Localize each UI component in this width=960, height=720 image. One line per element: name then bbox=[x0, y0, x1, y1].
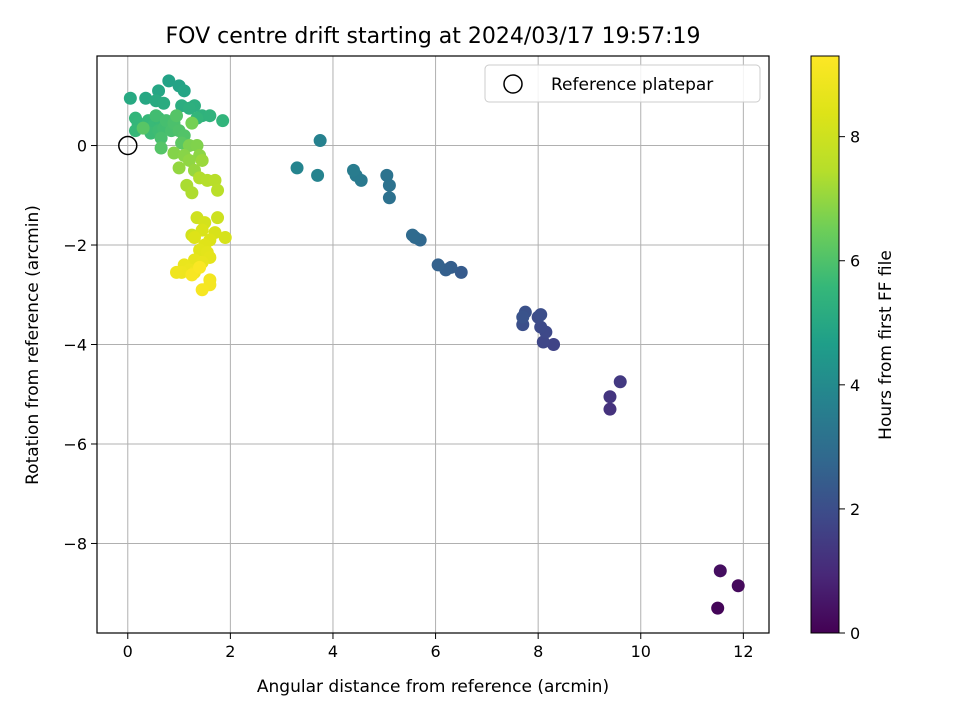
y-tick-label: −6 bbox=[63, 435, 87, 454]
y-tick-label: 0 bbox=[77, 137, 87, 156]
data-point bbox=[534, 320, 548, 334]
data-point bbox=[167, 146, 181, 160]
data-point bbox=[613, 375, 627, 389]
colorbar-tick-label: 2 bbox=[850, 500, 860, 519]
data-point bbox=[211, 211, 225, 225]
data-point bbox=[216, 114, 230, 128]
colorbar: 0 2 4 6 8 Hours from first FF file bbox=[810, 55, 896, 643]
data-point bbox=[534, 308, 548, 322]
data-point bbox=[382, 191, 396, 205]
data-point bbox=[182, 153, 196, 167]
chart-title: FOV centre drift starting at 2024/03/17 … bbox=[166, 24, 701, 49]
y-tick-label: −2 bbox=[63, 236, 87, 255]
data-point bbox=[203, 109, 217, 123]
data-point bbox=[177, 84, 191, 98]
colorbar-gradient bbox=[810, 55, 840, 634]
data-point bbox=[154, 141, 168, 155]
data-point bbox=[182, 101, 196, 115]
data-point bbox=[380, 168, 394, 182]
y-tick-label: −4 bbox=[63, 336, 87, 355]
x-tick-label: 12 bbox=[733, 642, 753, 661]
data-point bbox=[731, 579, 745, 593]
x-tick-label: 2 bbox=[225, 642, 235, 661]
colorbar-label: Hours from first FF file bbox=[876, 250, 896, 440]
data-point bbox=[603, 390, 617, 404]
colorbar-ticks: 0 2 4 6 8 bbox=[839, 128, 860, 643]
data-points bbox=[123, 74, 745, 615]
y-tick-label: −8 bbox=[63, 534, 87, 553]
data-point bbox=[431, 258, 445, 272]
x-tick-label: 8 bbox=[533, 642, 543, 661]
data-point bbox=[195, 283, 209, 297]
data-point bbox=[311, 168, 325, 182]
y-axis-ticks: −8 −6 −4 −2 0 bbox=[63, 137, 97, 553]
data-point bbox=[313, 134, 327, 148]
data-point bbox=[149, 109, 163, 123]
data-point bbox=[193, 260, 207, 274]
y-axis-label: Rotation from reference (arcmin) bbox=[23, 205, 43, 485]
data-point bbox=[162, 74, 176, 88]
colorbar-tick-label: 6 bbox=[850, 252, 860, 271]
data-point bbox=[547, 338, 561, 351]
data-point bbox=[123, 91, 137, 105]
colorbar-tick-label: 0 bbox=[850, 624, 860, 643]
legend-marker bbox=[503, 74, 523, 94]
legend: Reference platepar bbox=[484, 64, 761, 103]
data-point bbox=[152, 84, 166, 98]
data-point bbox=[195, 153, 209, 167]
x-axis-label: Angular distance from reference (arcmin) bbox=[257, 677, 609, 697]
data-point bbox=[454, 265, 468, 279]
data-point bbox=[516, 310, 530, 324]
data-point bbox=[190, 139, 204, 153]
data-point bbox=[172, 161, 186, 175]
legend-box bbox=[484, 64, 761, 103]
x-tick-label: 0 bbox=[123, 642, 133, 661]
data-point bbox=[290, 161, 304, 175]
data-point bbox=[208, 173, 222, 187]
reference-platepar-marker bbox=[118, 135, 138, 156]
x-tick-label: 4 bbox=[328, 642, 338, 661]
data-point bbox=[185, 186, 199, 200]
data-point bbox=[139, 91, 153, 105]
data-point bbox=[136, 121, 150, 135]
colorbar-tick-label: 4 bbox=[850, 376, 860, 395]
data-point bbox=[170, 109, 184, 123]
data-point bbox=[187, 231, 201, 245]
data-point bbox=[218, 231, 232, 245]
data-point bbox=[536, 335, 550, 349]
data-point bbox=[603, 402, 617, 416]
data-point bbox=[382, 178, 396, 192]
data-point bbox=[346, 163, 360, 177]
data-point bbox=[185, 116, 199, 130]
data-point bbox=[711, 601, 725, 615]
colorbar-tick-label: 8 bbox=[850, 128, 860, 147]
data-point bbox=[157, 96, 171, 110]
data-point bbox=[211, 183, 225, 197]
data-point bbox=[170, 265, 184, 279]
x-tick-label: 10 bbox=[631, 642, 651, 661]
data-point bbox=[154, 131, 168, 145]
data-point bbox=[713, 564, 727, 578]
x-axis-ticks: 0 2 4 6 8 10 12 bbox=[123, 633, 754, 661]
legend-entry-reference-platepar: Reference platepar bbox=[551, 75, 713, 95]
x-tick-label: 6 bbox=[430, 642, 440, 661]
data-point bbox=[405, 228, 419, 242]
